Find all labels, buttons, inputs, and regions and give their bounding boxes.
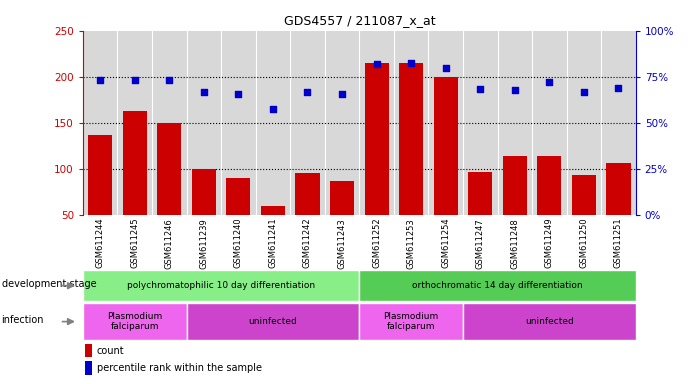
- Bar: [330, 181, 354, 215]
- Text: polychromatophilic 10 day differentiation: polychromatophilic 10 day differentiatio…: [127, 281, 315, 290]
- Point: [475, 86, 486, 92]
- Bar: [399, 63, 423, 215]
- Bar: [85, 361, 93, 375]
- Bar: [503, 156, 527, 215]
- Bar: [85, 344, 93, 357]
- Point: [129, 76, 140, 83]
- Bar: [538, 156, 561, 215]
- Point: [337, 91, 348, 98]
- Bar: [123, 111, 146, 215]
- Text: development stage: development stage: [1, 279, 96, 289]
- Title: GDS4557 / 211087_x_at: GDS4557 / 211087_x_at: [283, 14, 435, 27]
- Point: [440, 65, 451, 71]
- Text: orthochromatic 14 day differentiation: orthochromatic 14 day differentiation: [413, 281, 583, 290]
- Bar: [296, 173, 319, 215]
- Point: [406, 60, 417, 66]
- Bar: [434, 77, 457, 215]
- Bar: [572, 175, 596, 215]
- Point: [198, 88, 209, 94]
- Bar: [227, 178, 250, 215]
- Bar: [88, 135, 112, 215]
- Point: [302, 88, 313, 94]
- Text: percentile rank within the sample: percentile rank within the sample: [97, 363, 262, 373]
- Bar: [191, 169, 216, 215]
- Point: [267, 106, 278, 112]
- Point: [233, 91, 244, 98]
- Bar: [365, 63, 388, 215]
- Point: [544, 79, 555, 85]
- Text: uninfected: uninfected: [249, 317, 297, 326]
- Bar: [468, 172, 492, 215]
- Text: uninfected: uninfected: [525, 317, 574, 326]
- Text: count: count: [97, 346, 124, 356]
- Text: Plasmodium
falciparum: Plasmodium falciparum: [107, 312, 162, 331]
- Point: [509, 87, 520, 93]
- Point: [578, 89, 589, 96]
- Point: [95, 76, 106, 83]
- Bar: [261, 206, 285, 215]
- Bar: [158, 123, 181, 215]
- Point: [371, 61, 382, 67]
- Point: [164, 76, 175, 83]
- Bar: [607, 164, 630, 215]
- Point: [613, 85, 624, 91]
- Text: infection: infection: [1, 315, 44, 325]
- Text: Plasmodium
falciparum: Plasmodium falciparum: [384, 312, 439, 331]
